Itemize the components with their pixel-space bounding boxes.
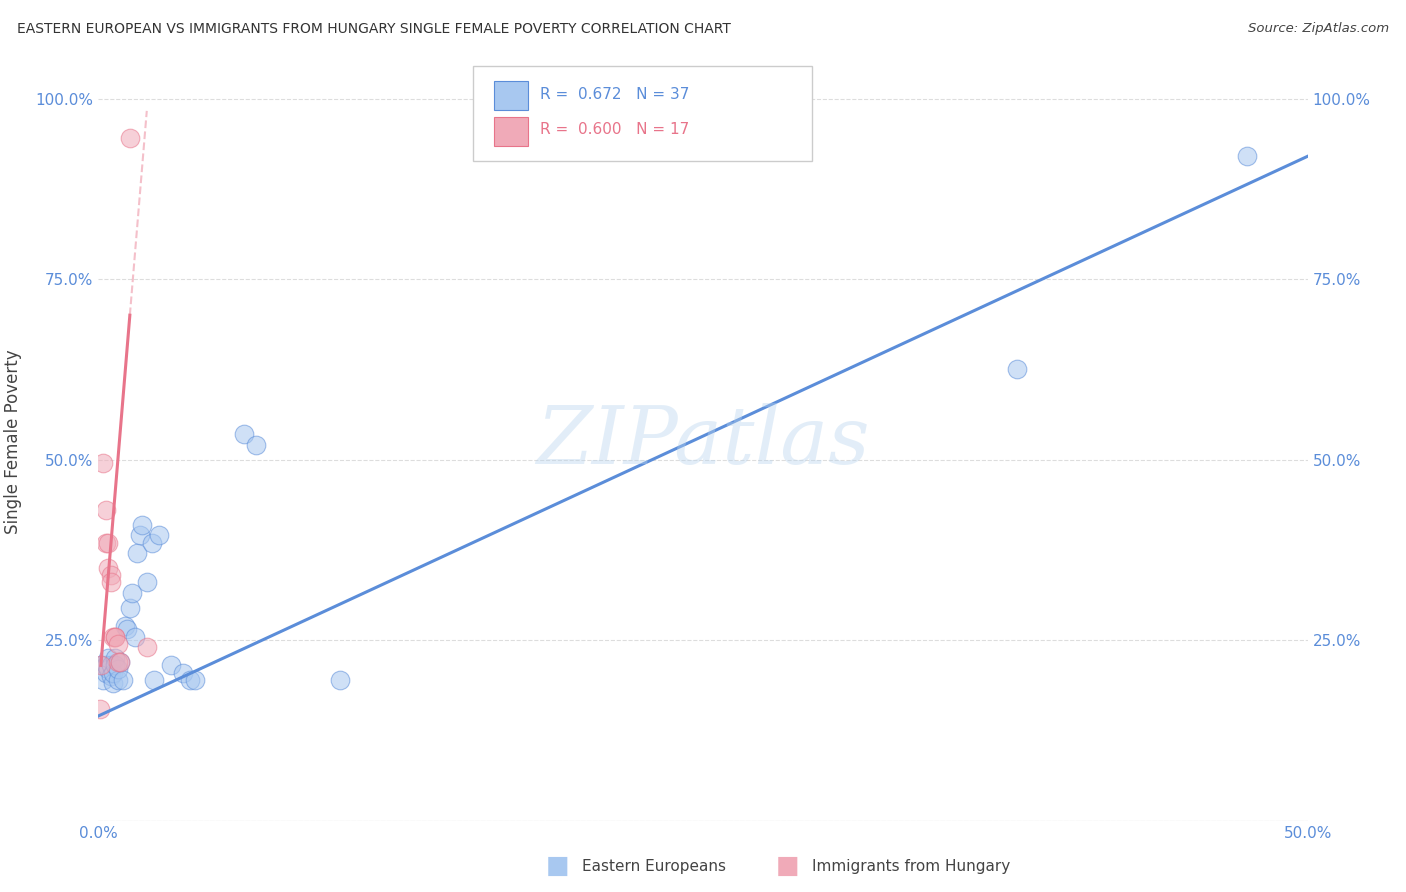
Point — [128, 528, 150, 542]
Point — [100, 669, 122, 683]
Y-axis label: Single Female Poverty: Single Female Poverty — [4, 350, 21, 533]
Point — [107, 655, 129, 669]
Point — [97, 651, 120, 665]
Point — [329, 673, 352, 687]
Text: Source: ZipAtlas.com: Source: ZipAtlas.com — [1249, 22, 1389, 36]
Text: R =  0.600   N = 17: R = 0.600 N = 17 — [540, 122, 689, 137]
Point — [101, 676, 124, 690]
Point — [101, 630, 124, 644]
Point — [94, 658, 117, 673]
Point — [124, 630, 146, 644]
Point — [91, 673, 114, 687]
Point — [245, 438, 267, 452]
FancyBboxPatch shape — [474, 66, 811, 161]
Text: ■: ■ — [776, 855, 800, 878]
Point — [89, 702, 111, 716]
Point — [184, 673, 207, 687]
Point — [100, 575, 122, 590]
FancyBboxPatch shape — [494, 81, 527, 111]
Point — [90, 658, 112, 673]
Point — [100, 658, 122, 673]
Point — [172, 665, 194, 680]
Point — [135, 575, 157, 590]
Point — [117, 622, 139, 636]
Point — [160, 658, 183, 673]
Point — [94, 535, 117, 549]
Point — [101, 665, 124, 680]
Point — [91, 456, 114, 470]
Text: Eastern Europeans: Eastern Europeans — [582, 859, 725, 873]
Point — [94, 503, 117, 517]
Point — [100, 568, 122, 582]
Point — [97, 535, 120, 549]
Point — [232, 427, 254, 442]
Point — [135, 640, 157, 655]
Point — [104, 658, 127, 673]
Point — [118, 600, 141, 615]
Point — [179, 673, 201, 687]
Point — [107, 662, 129, 676]
Point — [114, 618, 136, 632]
Point — [107, 673, 129, 687]
Text: ■: ■ — [546, 855, 569, 878]
Point — [94, 665, 117, 680]
Point — [121, 586, 143, 600]
Text: R =  0.672   N = 37: R = 0.672 N = 37 — [540, 87, 689, 102]
Point — [111, 673, 134, 687]
Text: Immigrants from Hungary: Immigrants from Hungary — [811, 859, 1010, 873]
Point — [107, 637, 129, 651]
Text: ZIPatlas: ZIPatlas — [536, 403, 870, 480]
Point — [127, 546, 149, 560]
Point — [108, 655, 131, 669]
Point — [108, 655, 131, 669]
Text: EASTERN EUROPEAN VS IMMIGRANTS FROM HUNGARY SINGLE FEMALE POVERTY CORRELATION CH: EASTERN EUROPEAN VS IMMIGRANTS FROM HUNG… — [17, 22, 731, 37]
Point — [143, 673, 166, 687]
Point — [141, 535, 163, 549]
Point — [97, 561, 120, 575]
Point — [97, 662, 120, 676]
Point — [118, 131, 141, 145]
Point — [148, 528, 170, 542]
Point — [104, 651, 127, 665]
Point — [1007, 362, 1029, 376]
Point — [131, 517, 153, 532]
Point — [1236, 149, 1258, 163]
Point — [104, 630, 127, 644]
Point — [104, 630, 127, 644]
Point — [90, 658, 112, 673]
FancyBboxPatch shape — [494, 117, 527, 145]
